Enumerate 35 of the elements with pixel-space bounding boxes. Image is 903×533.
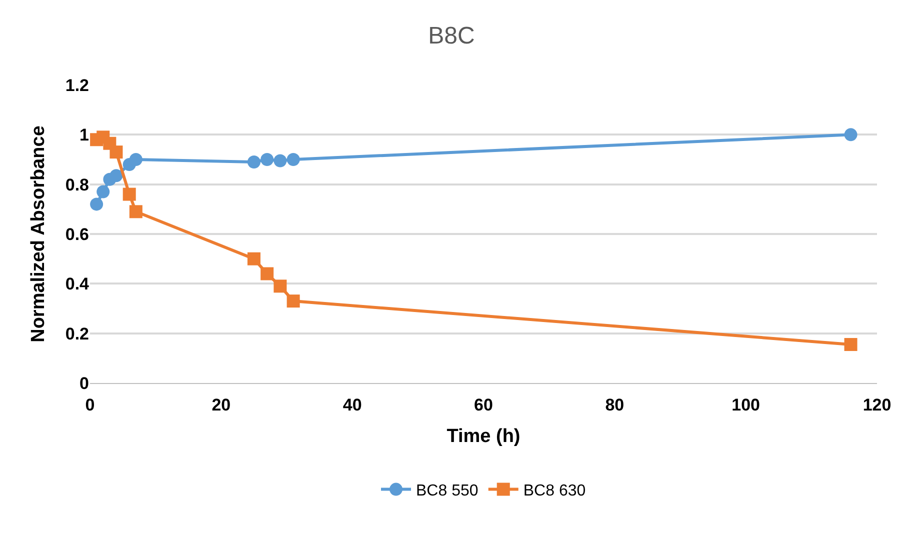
point <box>274 154 287 168</box>
point <box>260 267 274 280</box>
point <box>844 338 858 352</box>
point <box>844 128 858 142</box>
point <box>260 153 274 166</box>
point <box>286 153 300 166</box>
y-tick-label: 0.6 <box>65 224 89 244</box>
y-tick-label: 0 <box>80 374 89 393</box>
x-tick-label: 100 <box>732 395 760 414</box>
point <box>122 188 136 201</box>
point <box>129 153 142 166</box>
y-tick-label: 0.8 <box>65 175 89 194</box>
x-tick-label: 60 <box>474 395 493 414</box>
point <box>247 252 260 266</box>
y-tick-label: 1.2 <box>65 76 89 95</box>
legend-label: BC8 550 <box>416 482 478 500</box>
x-tick-label: 80 <box>605 395 624 414</box>
y-axis-title: Normalized Absorbance <box>28 126 50 342</box>
y-tick-label: 1 <box>80 126 89 145</box>
point <box>110 169 123 182</box>
point <box>129 205 142 218</box>
x-tick-label: 20 <box>212 395 231 414</box>
x-axis-title: Time (h) <box>446 426 520 448</box>
point <box>110 146 123 159</box>
x-tick-label: 40 <box>342 395 362 414</box>
point <box>286 294 300 308</box>
y-tick-label: 0.2 <box>65 324 89 344</box>
x-tick-label: 120 <box>862 395 892 414</box>
legend-label: BC8 630 <box>523 482 586 500</box>
chart-title: B8C <box>428 22 475 50</box>
point <box>90 198 104 211</box>
y-tick-label: 0.4 <box>65 274 90 294</box>
point <box>274 280 287 293</box>
point <box>247 155 260 168</box>
point <box>96 185 110 198</box>
